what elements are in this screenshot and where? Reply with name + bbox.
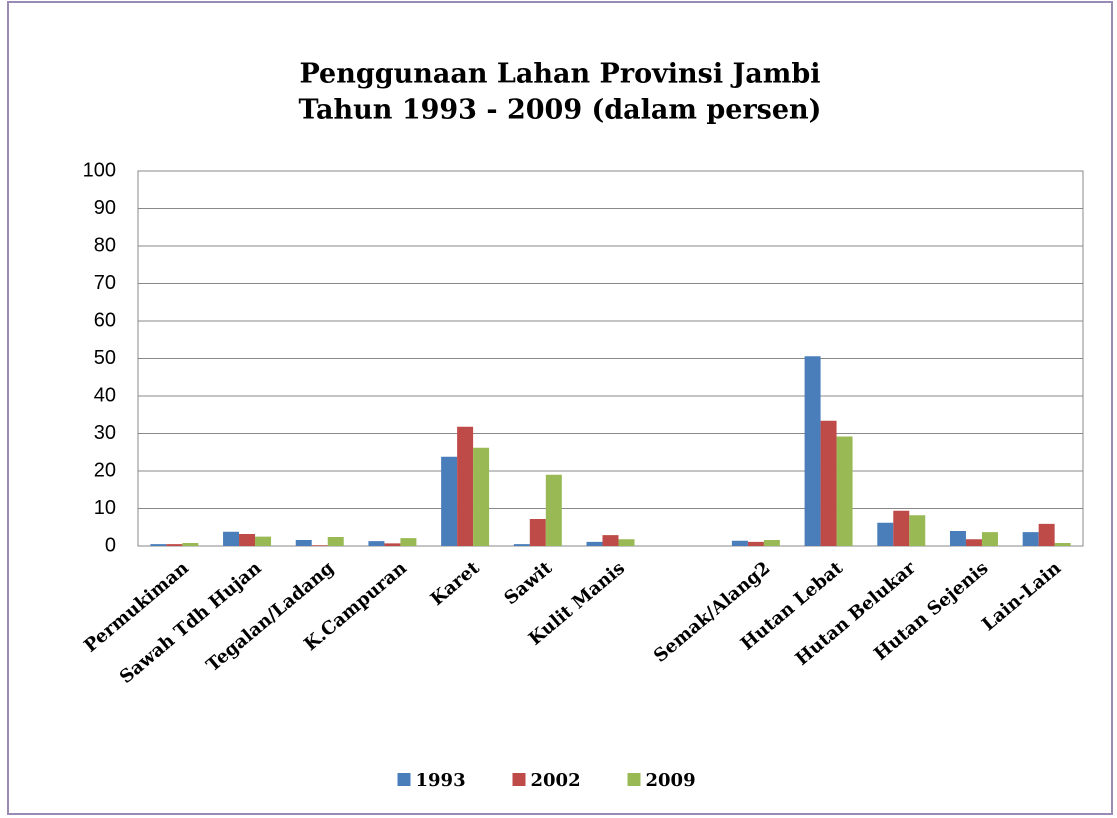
bar (239, 534, 256, 546)
bar (1022, 532, 1039, 546)
legend-label: 2002 (531, 770, 581, 791)
bar (804, 356, 821, 546)
bar (618, 539, 635, 546)
y-tick-label: 30 (94, 422, 116, 444)
y-tick-label: 100 (83, 159, 116, 181)
y-tick-label: 10 (94, 497, 116, 519)
bar (763, 540, 780, 546)
legend-swatch (627, 773, 641, 786)
chart-title: Penggunaan Lahan Provinsi Jambi (299, 59, 820, 90)
bar (747, 541, 764, 546)
bar (981, 532, 998, 546)
bar (1038, 523, 1055, 546)
y-tick-label: 60 (94, 309, 116, 331)
y-tick-label: 70 (94, 272, 116, 294)
bar (731, 540, 748, 546)
bar (820, 420, 837, 546)
bar (457, 426, 474, 546)
chart-subtitle: Tahun 1993 - 2009 (dalam persen) (299, 95, 822, 126)
y-tick-label: 50 (94, 347, 116, 369)
y-tick-label: 20 (94, 459, 116, 481)
bar (586, 541, 603, 546)
bar (150, 544, 167, 546)
y-tick-label: 90 (94, 197, 116, 219)
y-tick-label: 80 (94, 234, 116, 256)
bar (223, 531, 240, 546)
bar (255, 536, 272, 546)
legend-label: 1993 (416, 770, 466, 791)
bar (965, 539, 982, 546)
bar (513, 544, 530, 546)
bar (368, 541, 385, 546)
bar (909, 515, 926, 546)
bar (473, 447, 490, 546)
bar (166, 544, 183, 546)
bar (400, 538, 417, 546)
y-tick-label: 40 (94, 384, 116, 406)
bar (182, 543, 199, 546)
bar (836, 436, 853, 546)
bar (529, 519, 546, 546)
bar (327, 537, 344, 546)
bar (1054, 543, 1071, 546)
legend-swatch (397, 773, 411, 786)
bar (441, 456, 458, 546)
bar (384, 543, 401, 546)
y-tick-label: 0 (105, 534, 116, 556)
bar (949, 531, 966, 546)
bar (295, 540, 312, 546)
bar (893, 510, 910, 546)
bar (602, 535, 619, 546)
bar (877, 522, 894, 546)
bar (545, 474, 562, 546)
bar (311, 545, 328, 546)
legend-swatch (512, 773, 526, 786)
chart-border (7, 1, 1113, 815)
legend-label: 2009 (646, 770, 696, 791)
